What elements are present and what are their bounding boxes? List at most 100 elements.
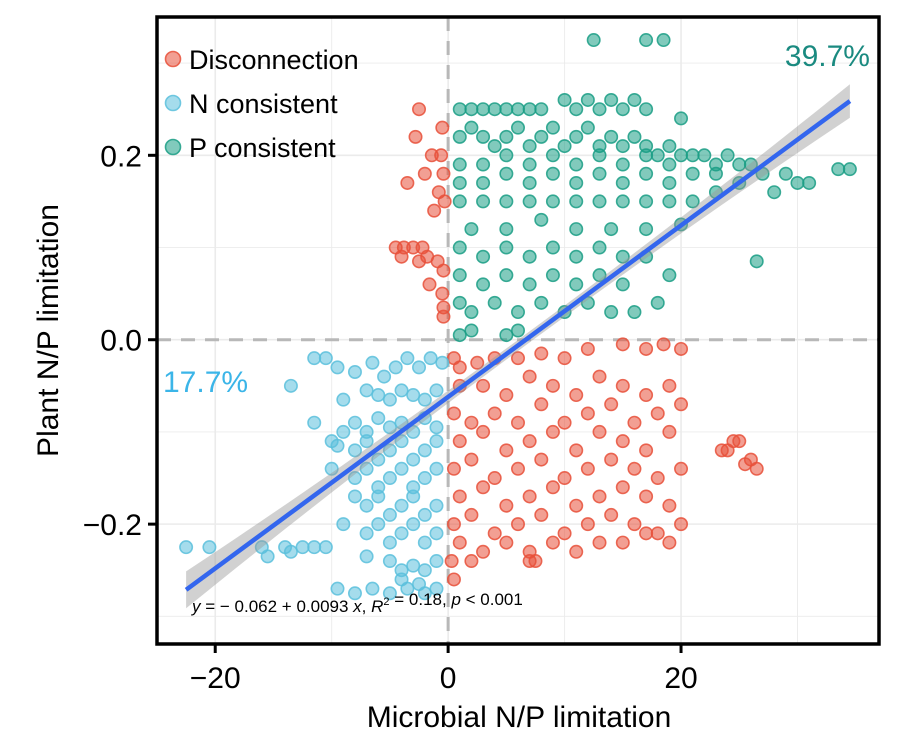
data-point: [842, 162, 857, 177]
data-point: [412, 102, 427, 117]
data-point: [522, 249, 537, 264]
data-point: [347, 586, 362, 601]
data-point: [408, 129, 423, 144]
data-point: [452, 328, 467, 343]
data-point: [347, 415, 362, 430]
data-point: [406, 558, 421, 573]
data-point: [639, 194, 654, 209]
data-point: [557, 471, 572, 486]
data-point: [592, 268, 607, 283]
data-point: [639, 166, 654, 181]
data-point: [656, 337, 671, 352]
data-point: [662, 157, 677, 172]
data-point: [429, 420, 444, 435]
data-point: [452, 535, 467, 550]
data-point: [429, 498, 444, 513]
data-point: [436, 263, 451, 278]
data-point: [569, 498, 584, 513]
data-point: [394, 498, 409, 513]
data-point: [435, 120, 450, 135]
data-point: [435, 355, 450, 370]
data-point: [522, 489, 537, 504]
data-point: [406, 388, 421, 403]
data-point: [476, 544, 491, 559]
data-point: [697, 148, 712, 163]
data-point: [510, 102, 525, 117]
data-point: [545, 120, 560, 135]
data-point: [382, 443, 397, 458]
data-point: [545, 194, 560, 209]
data-point: [371, 489, 386, 504]
data-point: [307, 540, 322, 555]
equation-segment: 2: [383, 596, 389, 608]
data-point: [557, 415, 572, 430]
data-point: [592, 102, 607, 117]
data-point: [464, 120, 479, 135]
data-point: [464, 222, 479, 237]
data-point: [487, 102, 502, 117]
data-point: [446, 517, 461, 532]
data-point: [650, 526, 665, 541]
data-point: [359, 526, 374, 541]
data-point: [359, 549, 374, 564]
data-point: [412, 360, 427, 375]
data-point: [382, 392, 397, 407]
data-point: [674, 341, 689, 356]
data-point: [569, 129, 584, 144]
data-point: [476, 277, 491, 292]
data-point: [371, 517, 386, 532]
data-point: [685, 194, 700, 209]
data-point: [545, 148, 560, 163]
data-point: [639, 148, 654, 163]
data-point: [499, 166, 514, 181]
data-point: [545, 535, 560, 550]
data-point: [720, 148, 735, 163]
equation-segment: p: [450, 590, 460, 609]
data-point: [429, 434, 444, 449]
y-axis-title: Plant N/P limitation: [32, 204, 65, 457]
data-point: [639, 489, 654, 504]
data-point: [487, 471, 502, 486]
data-point: [557, 92, 572, 107]
data-point: [318, 540, 333, 555]
data-point: [831, 162, 846, 177]
data-point: [604, 92, 619, 107]
data-point: [569, 194, 584, 209]
data-point: [738, 457, 753, 472]
data-point: [580, 341, 595, 356]
data-point: [662, 535, 677, 550]
plot-area: y = − 0.062 + 0.0093 x, R2 = 0.18, p < 0…: [32, 15, 881, 734]
data-point: [662, 424, 677, 439]
x-axis-title: Microbial N/P limitation: [367, 701, 672, 734]
data-point: [487, 295, 502, 310]
data-point: [260, 549, 275, 564]
data-point: [627, 305, 642, 320]
data-point: [528, 554, 543, 569]
data-point: [487, 526, 502, 541]
data-point: [534, 507, 549, 522]
data-point: [406, 517, 421, 532]
data-point: [639, 388, 654, 403]
data-point: [510, 120, 525, 135]
data-point: [452, 360, 467, 375]
data-point: [662, 139, 677, 154]
data-point: [662, 378, 677, 393]
data-point: [615, 535, 630, 550]
data-point: [452, 102, 467, 117]
data-point: [464, 305, 479, 320]
data-point: [569, 249, 584, 264]
data-point: [639, 33, 654, 48]
data-point: [522, 102, 537, 117]
data-point: [499, 194, 514, 209]
data-point: [336, 424, 351, 439]
data-point: [429, 461, 444, 476]
data-point: [400, 351, 415, 366]
data-point: [499, 102, 514, 117]
data-point: [557, 139, 572, 154]
data-point: [417, 563, 432, 578]
legend: Disconnection N consistent P consistent: [164, 45, 359, 163]
data-point: [580, 461, 595, 476]
data-point: [569, 277, 584, 292]
data-point: [522, 139, 537, 154]
